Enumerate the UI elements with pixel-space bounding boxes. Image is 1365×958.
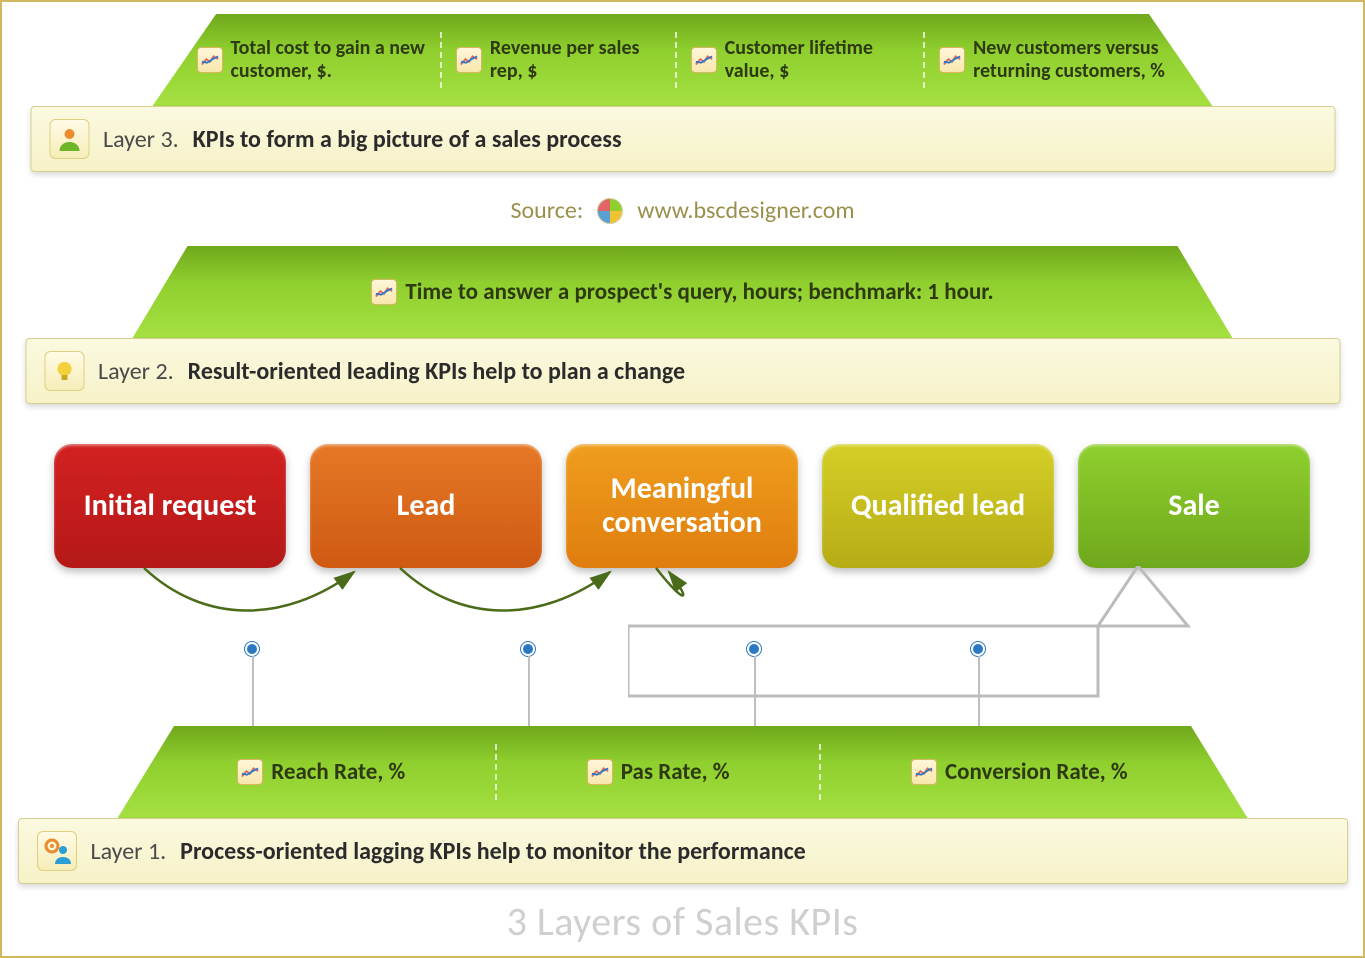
chart-icon <box>197 47 223 73</box>
sale-callout <box>628 566 1268 741</box>
kpi-item: New customers versus returning customers… <box>925 37 1182 83</box>
kpi-item: Reach Rate, % <box>223 758 419 786</box>
gear-person-icon <box>37 831 77 871</box>
source-line: Source: www.bscdesigner.com <box>510 196 854 225</box>
kpi-item: Time to answer a prospect's query, hours… <box>357 278 1007 306</box>
connector-line <box>252 656 254 726</box>
diagram-title: 3 Layers of Sales KPIs <box>507 897 859 946</box>
divider <box>819 744 821 799</box>
stage-sale: Sale <box>1078 444 1310 568</box>
connector-dot <box>971 642 985 656</box>
stage-label: Qualified lead <box>851 489 1025 524</box>
stage-label: Meaningful conversation <box>580 472 784 541</box>
stage-initial-request: Initial request <box>54 444 286 568</box>
layer1-roof: Reach Rate, % Pas Rate, % Conversion Rat… <box>118 726 1248 818</box>
chart-icon <box>456 47 482 73</box>
kpi-label: Conversion Rate, % <box>945 758 1128 786</box>
source-label: Source: <box>510 196 583 225</box>
source-url: www.bscdesigner.com <box>637 196 854 225</box>
kpi-label: Pas Rate, % <box>621 758 730 786</box>
chart-icon <box>911 759 937 785</box>
stage-qualified-lead: Qualified lead <box>822 444 1054 568</box>
layer1-prefix: Layer 1. <box>91 837 167 866</box>
connector-line <box>978 656 980 726</box>
kpi-item: Conversion Rate, % <box>897 758 1142 786</box>
layer3-kpi-row: Total cost to gain a new customer, $. Re… <box>153 14 1213 106</box>
globe-icon <box>597 198 623 224</box>
layer2-band: Layer 2. Result-oriented leading KPIs he… <box>25 338 1340 404</box>
kpi-label: Time to answer a prospect's query, hours… <box>405 278 993 306</box>
kpi-item: Pas Rate, % <box>573 758 744 786</box>
connector-line <box>528 656 530 726</box>
layer1-band: Layer 1. Process-oriented lagging KPIs h… <box>18 818 1348 884</box>
chart-icon <box>237 759 263 785</box>
kpi-item: Revenue per sales rep, $ <box>442 37 675 83</box>
stage-label: Lead <box>397 489 456 524</box>
layer3-roof: Total cost to gain a new customer, $. Re… <box>153 14 1213 106</box>
kpi-label: Customer lifetime value, $ <box>725 37 909 83</box>
layer3-band: Layer 3. KPIs to form a big picture of a… <box>30 106 1335 172</box>
kpi-item: Customer lifetime value, $ <box>677 37 923 83</box>
connector-line <box>754 656 756 726</box>
layer2-prefix: Layer 2. <box>98 357 174 386</box>
kpi-label: New customers versus returning customers… <box>973 37 1168 83</box>
kpi-label: Reach Rate, % <box>271 758 405 786</box>
stage-meaningful-conversation: Meaningful conversation <box>566 444 798 568</box>
connector-dot <box>747 642 761 656</box>
divider <box>495 744 497 799</box>
kpi-label: Total cost to gain a new customer, $. <box>231 37 426 83</box>
stage-lead: Lead <box>310 444 542 568</box>
layer3-title: KPIs to form a big picture of a sales pr… <box>193 125 622 154</box>
stage-label: Initial request <box>84 489 257 524</box>
layer2-roof: Time to answer a prospect's query, hours… <box>133 246 1233 338</box>
chart-icon <box>371 279 397 305</box>
connector-dot <box>521 642 535 656</box>
bulb-icon <box>44 351 84 391</box>
stage-label: Sale <box>1168 489 1219 524</box>
connector-dot <box>245 642 259 656</box>
layer1-title: Process-oriented lagging KPIs help to mo… <box>180 837 806 866</box>
chart-icon <box>587 759 613 785</box>
kpi-label: Revenue per sales rep, $ <box>490 37 661 83</box>
chart-icon <box>691 47 717 73</box>
chart-icon <box>939 47 965 73</box>
funnel-stages: Initial request Lead Meaningful conversa… <box>54 444 1310 568</box>
layer2-title: Result-oriented leading KPIs help to pla… <box>188 357 685 386</box>
kpi-item: Total cost to gain a new customer, $. <box>183 37 440 83</box>
layer3-prefix: Layer 3. <box>103 125 179 154</box>
person-icon <box>49 119 89 159</box>
